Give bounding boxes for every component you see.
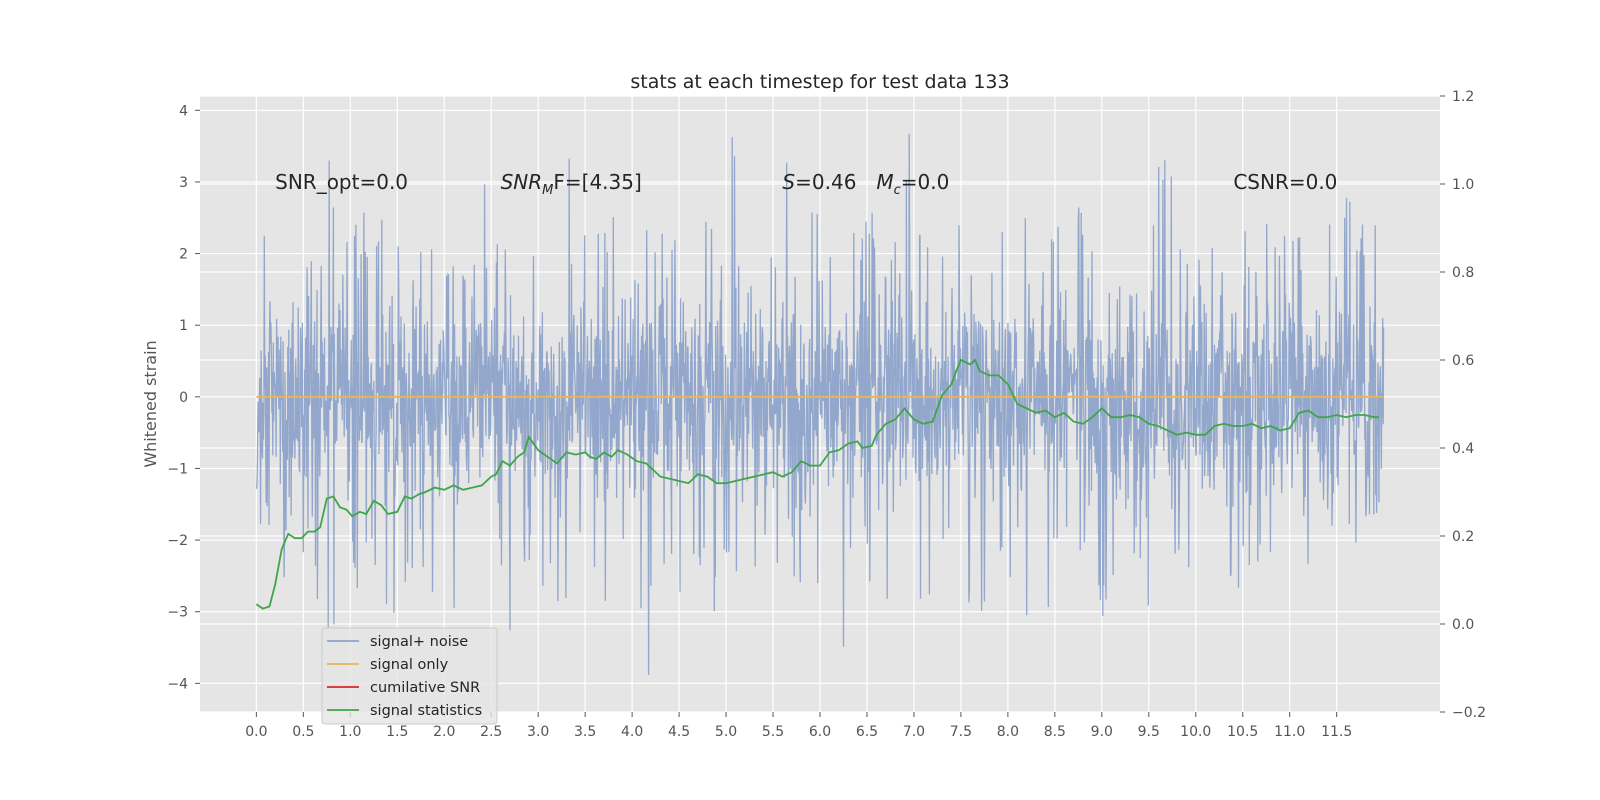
x-tick-label: 8.0 — [997, 724, 1019, 740]
x-tick-label: 2.0 — [433, 724, 455, 740]
x-tick-label: 4.5 — [668, 724, 690, 740]
annotation-text: S — [782, 170, 795, 194]
y-tick-label: 2 — [179, 247, 188, 263]
legend-label: cumilative SNR — [370, 680, 480, 696]
legend-box — [321, 627, 498, 725]
x-tick-label: 0.0 — [245, 724, 267, 740]
y-tick-label: −1 — [167, 461, 188, 477]
line-series — [255, 358, 1384, 610]
y2-tick-label: 0.8 — [1452, 265, 1474, 281]
y2-tick-label: −0.2 — [1452, 705, 1486, 721]
annotation-label: SNR_opt=0.0 — [275, 170, 408, 194]
x-tick-label: 7.5 — [950, 724, 972, 740]
x-tick-label: 1.5 — [386, 724, 408, 740]
y2-tick-label: 0.6 — [1452, 353, 1474, 369]
chart-title: stats at each timestep for test data 133 — [630, 71, 1009, 93]
annotation-text: SNR_opt=0.0 — [275, 170, 408, 194]
x-tick-label: 7.0 — [903, 724, 925, 740]
y2-tick-label: 1.0 — [1452, 177, 1474, 193]
y2-tick-label: 0.0 — [1452, 617, 1474, 633]
legend-label: signal only — [370, 657, 449, 673]
y-tick-label: −3 — [167, 605, 188, 621]
axes: 0.0 0.5 1.0 1.5 2.0 2.5 3.0 3.5 4.0 4.5 5.0 5.5 6.0 6… — [167, 89, 1486, 740]
annotation-text: SNR — [501, 170, 543, 194]
y-axis-label: Whitened strain — [141, 340, 160, 467]
x-tick-label: 3.5 — [574, 724, 596, 740]
legend-label: signal statistics — [370, 703, 482, 719]
annotation-text: CSNR=0.0 — [1233, 170, 1337, 194]
y-tick-label: −2 — [167, 533, 188, 549]
x-tick-label: 4.0 — [621, 724, 643, 740]
y2-tick-label: 1.2 — [1452, 89, 1474, 105]
signal-noise-series — [255, 133, 1385, 676]
x-tick-label: 0.5 — [292, 724, 314, 740]
legend-label: signal+ noise — [370, 634, 468, 650]
x-tick-label: 1.0 — [339, 724, 361, 740]
y-tick-label: 1 — [179, 318, 188, 334]
annotation-tail: =0.46 — [795, 170, 856, 194]
y2-tick-label: 0.4 — [1452, 441, 1474, 457]
annotation-label: S=0.46 — [782, 170, 856, 194]
y-tick-label: 0 — [179, 390, 188, 406]
y-tick-label: 4 — [179, 103, 188, 119]
signal-statisticsline — [255, 358, 1379, 610]
x-tick-label: 6.0 — [809, 724, 831, 740]
annotation-label: CSNR=0.0 — [1233, 170, 1337, 194]
x-tick-label: 10.0 — [1180, 724, 1211, 740]
x-tick-label: 11.5 — [1321, 724, 1352, 740]
legend: signal+ noise signal only cumilative SNR si… — [321, 627, 498, 725]
annotation-tail: F=[4.35] — [553, 170, 641, 194]
x-tick-label: 10.5 — [1227, 724, 1258, 740]
x-tick-label: 2.5 — [480, 724, 502, 740]
y-tick-label: 3 — [179, 175, 188, 191]
signal-noise-line — [255, 133, 1385, 676]
y-tick-label: −4 — [167, 676, 188, 692]
annotations: SNR_opt=0.0 SNRMF=[4.35] S=0.46 Mc=0.0 CSNR=… — [275, 170, 1337, 198]
y2-tick-label: 0.2 — [1452, 529, 1474, 545]
x-tick-label: 5.5 — [762, 724, 784, 740]
annotation-tail: =0.0 — [901, 170, 950, 194]
x-tick-label: 8.5 — [1044, 724, 1066, 740]
x-tick-label: 9.0 — [1091, 724, 1113, 740]
annotation-sub: M — [542, 183, 553, 198]
x-tick-label: 11.0 — [1274, 724, 1305, 740]
x-tick-label: 6.5 — [856, 724, 878, 740]
annotation-label: SNRMF=[4.35] — [501, 170, 642, 198]
annotation-text: M — [876, 170, 893, 194]
x-tick-label: 9.5 — [1138, 724, 1160, 740]
annotation-sub: c — [894, 183, 901, 198]
x-tick-label: 3.0 — [527, 724, 549, 740]
annotation-label: Mc=0.0 — [876, 170, 949, 198]
x-tick-label: 5.0 — [715, 724, 737, 740]
